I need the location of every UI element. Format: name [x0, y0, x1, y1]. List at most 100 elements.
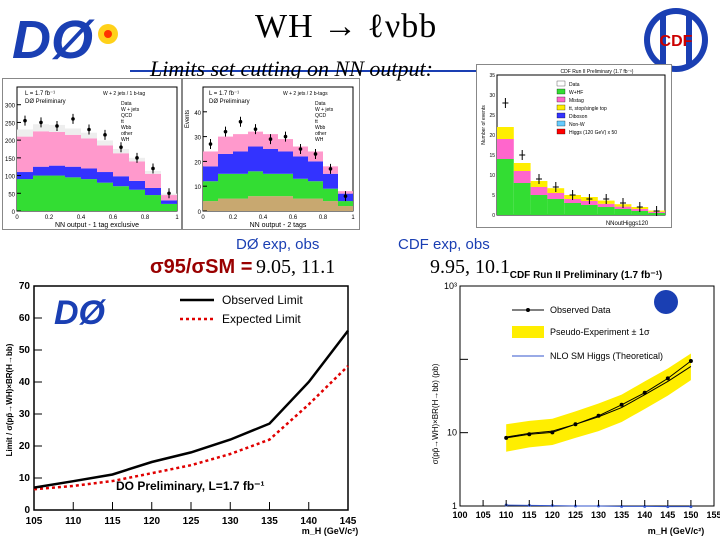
bar-w-jets — [97, 145, 113, 173]
x-tick-label: 0.4 — [77, 215, 86, 221]
data-point — [328, 167, 333, 171]
observed-point — [573, 422, 578, 427]
data-point — [313, 152, 318, 156]
y-tick-label: 70 — [19, 281, 31, 292]
bar-tt — [33, 166, 49, 176]
x-tick-label: 120 — [143, 516, 160, 527]
data-point — [223, 129, 228, 134]
bar-w-hf — [513, 183, 531, 215]
bar-wbb — [65, 177, 81, 211]
x-axis-title: NNoutHiggs120 — [606, 221, 649, 227]
x-tick-label: 150 — [683, 510, 698, 520]
bar-wbb — [218, 173, 233, 199]
pseudo-experiment-band — [506, 353, 691, 452]
bar-wbb — [49, 175, 65, 211]
bar-w-hf — [614, 209, 632, 215]
x-tick-label: 0.6 — [109, 215, 118, 221]
subtitle: Limits set cutting on NN output: — [150, 56, 433, 81]
d0-nn-1tag-chart: 0 50 100 150 200 250 300 0 0.2 0.4 0.6 0.8 1 L = 1.7 … — [5, 86, 179, 229]
data-point — [55, 124, 59, 128]
y-tick-label: 50 — [19, 345, 31, 356]
x-tick-label: 0.2 — [229, 215, 238, 221]
bar-tt — [81, 168, 97, 180]
data-point — [71, 117, 75, 121]
bar-other — [218, 198, 233, 211]
bar-w-hf — [530, 195, 548, 215]
y-tick-label: 250 — [5, 121, 16, 127]
cdf-header-text: CDF Run II Preliminary (1.7 fb⁻¹) — [510, 270, 663, 281]
x-tick-label: 130 — [222, 516, 239, 527]
y-tick-label: 300 — [5, 104, 16, 110]
page-title: WH → ℓνbb — [255, 8, 438, 45]
legend-entry: Mistag — [569, 98, 584, 104]
x-tick-label: 110 — [499, 510, 514, 520]
channel-text: W + 2 jets / 2 b-tags — [283, 91, 328, 97]
bar-w-jets — [278, 139, 293, 152]
legend-swatch — [556, 88, 566, 95]
x-tick-label: 140 — [637, 510, 652, 520]
legend-swatch — [556, 80, 566, 87]
legend-entry: Data — [121, 101, 132, 107]
bar-other — [338, 206, 353, 211]
observed-limit-line — [33, 330, 349, 489]
legend-entry: Data — [569, 82, 580, 88]
bar-wbb — [293, 178, 308, 199]
y-tick-label: 40 — [194, 111, 201, 117]
y-tick-label: 5 — [492, 193, 495, 199]
bar-wbb — [113, 186, 129, 211]
legend-entry: Higgs (120 GeV) x 50 — [569, 130, 617, 136]
cdf-limit-chart: CDF Run II Preliminary (1.7 fb⁻¹)11010³1… — [431, 270, 720, 536]
y-axis-title: σ(pp̄→WH)×BR(H→bb) (pb) — [431, 363, 440, 464]
x-tick-label: 125 — [183, 516, 200, 527]
observed-point — [665, 376, 670, 381]
data-point — [343, 194, 348, 198]
preliminary-text: DØ Preliminary — [209, 99, 250, 105]
bar-w-jets — [81, 138, 97, 169]
bar-w-jets — [49, 131, 65, 166]
cdf-logo-graphic: CDF — [644, 8, 708, 72]
bar-tt — [97, 172, 113, 183]
x-tick-label: 0.4 — [259, 215, 268, 221]
legend-entry: WH — [121, 137, 130, 143]
bar-w-jets — [113, 153, 129, 177]
d0-logo-text: DØ — [12, 10, 95, 68]
d0-result: 9.05, 11.1 — [256, 256, 336, 278]
bar-qcd — [65, 128, 81, 135]
bar-other — [203, 201, 218, 211]
observed-point — [596, 413, 601, 418]
cdf-header-text: CDF Run II Preliminary (1.7 fb⁻¹) — [561, 69, 634, 75]
d0-logo-graphic: DØ — [8, 6, 126, 70]
x-tick-label: 100 — [452, 510, 467, 520]
legend-swatch — [556, 112, 566, 119]
bar-w-hf — [597, 207, 615, 215]
y-tick-label: 150 — [5, 157, 16, 163]
legend-entry: QCD — [121, 113, 133, 119]
x-tick-label: 135 — [614, 510, 629, 520]
x-tick-label: 140 — [300, 516, 317, 527]
y-tick-label: 50 — [8, 192, 15, 198]
legend-entry: other — [121, 131, 133, 137]
observed-point — [688, 358, 693, 363]
x-axis-title: NN output - 1 tag exclusive — [55, 222, 139, 229]
y-tick-label: 10 — [19, 473, 31, 484]
bar-w-hf — [631, 211, 649, 215]
data-point — [253, 127, 258, 131]
cdf-nn-panel: 0 5 10 15 20 25 30 35 CDF Run II Preliminary (1.… — [476, 64, 672, 228]
legend-entry: W + jets — [315, 107, 334, 113]
bar-qcd — [97, 140, 113, 146]
bar-tt — [203, 166, 218, 182]
observed-point — [504, 435, 509, 440]
d0-limit-chart: 0 10 20 30 40 50 60 70 105 110 115 120 125 130 135 140 1… — [5, 281, 358, 536]
x-tick-label: 155 — [706, 510, 720, 520]
bar-other — [263, 196, 278, 211]
x-tick-label: 0 — [15, 215, 19, 221]
bar-w-hf — [564, 203, 581, 215]
bar-w-hf — [497, 159, 514, 215]
legend-swatch — [556, 104, 566, 111]
x-tick-label: 0 — [201, 215, 205, 221]
bar-wbb — [145, 195, 161, 211]
bar-mistag — [564, 199, 581, 203]
data-point — [87, 127, 91, 132]
cdf-logo-text: CDF — [660, 33, 693, 50]
legend-sm-label: NLO SM Higgs (Theoretical) — [550, 351, 663, 361]
